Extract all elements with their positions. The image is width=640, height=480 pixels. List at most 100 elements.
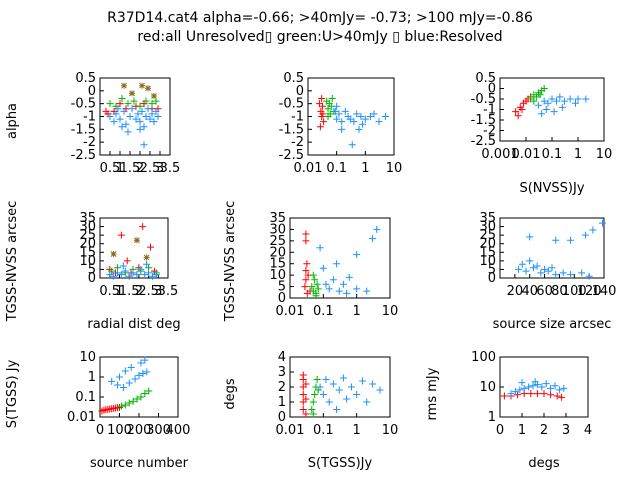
data-point — [150, 267, 158, 275]
data-point — [135, 371, 143, 379]
series-green — [527, 85, 548, 105]
data-point — [119, 383, 127, 391]
y-tick-label: 25 — [79, 228, 96, 243]
y-tick-label: -1.5 — [279, 122, 304, 137]
data-point — [361, 115, 369, 123]
data-point — [348, 383, 356, 391]
data-point — [139, 223, 147, 231]
x-tick-label: 0 — [96, 423, 104, 438]
data-point — [550, 108, 558, 116]
y-tick-label: -2.5 — [71, 148, 96, 163]
data-point — [145, 85, 151, 92]
data-point — [147, 243, 155, 251]
y-tick-label: 0 — [296, 84, 304, 99]
data-point — [129, 90, 135, 97]
data-point — [108, 267, 116, 275]
data-point — [313, 376, 321, 383]
y-tick-label: 10 — [269, 268, 286, 283]
data-point — [538, 383, 546, 391]
y-tick-label: 15 — [479, 245, 496, 260]
data-point — [333, 406, 341, 413]
y-tick-label: 30 — [79, 220, 96, 235]
y-tick-label: -1 — [483, 103, 496, 118]
series-blue — [507, 378, 568, 398]
data-point — [375, 118, 383, 126]
data-point — [122, 120, 130, 128]
y-tick-label: 3 — [278, 365, 286, 380]
data-point — [325, 285, 333, 293]
data-point — [359, 120, 367, 128]
data-point — [328, 95, 336, 103]
chart-title-line1: R37D14.cat4 alpha=-0.66; >40mJy= -0.73; … — [107, 10, 533, 26]
x-tick-label: 10 — [382, 423, 399, 438]
data-point — [110, 251, 117, 257]
x-tick-label: 0.01 — [512, 147, 541, 162]
data-point — [529, 264, 537, 272]
x-tick-label: 1.5 — [120, 161, 141, 176]
data-point — [139, 82, 145, 89]
y-tick-label: 30 — [479, 220, 496, 235]
data-point — [127, 363, 135, 371]
data-point — [542, 380, 550, 388]
y-axis-label: TGSS-NVSS arcsec — [223, 201, 238, 323]
x-tick-label: 2 — [135, 284, 143, 299]
data-point — [363, 398, 371, 406]
data-point — [118, 123, 126, 131]
data-point — [311, 276, 319, 284]
data-point — [520, 384, 528, 392]
data-point — [119, 262, 127, 270]
x-axis-label: source size arcsec — [493, 317, 612, 332]
y-tick-label: 10 — [479, 380, 496, 395]
x-tick-label: 1 — [518, 423, 526, 438]
data-point — [511, 388, 519, 396]
data-point — [335, 287, 343, 295]
data-point — [319, 110, 327, 118]
y-tick-label: 0.01 — [67, 410, 96, 425]
plot-frame — [499, 217, 605, 279]
data-point — [314, 285, 322, 293]
data-point — [560, 384, 568, 392]
y-tick-label: -1 — [291, 110, 304, 125]
series-blue — [515, 219, 607, 280]
data-point — [331, 107, 339, 115]
data-point — [309, 271, 317, 279]
data-point — [553, 97, 561, 105]
data-point — [299, 391, 307, 398]
y-axis-label: TGSS-NVSS arcsec — [5, 201, 20, 323]
y-tick-label: 0 — [488, 82, 496, 97]
x-tick-label: 0.01 — [276, 423, 305, 438]
data-point — [350, 118, 358, 126]
x-tick-label: 3.5 — [158, 284, 179, 299]
data-point — [516, 386, 524, 394]
data-point — [346, 115, 354, 123]
data-point — [132, 115, 140, 123]
data-point — [133, 395, 141, 403]
y-tick-label: 15 — [79, 245, 96, 260]
data-point — [140, 123, 148, 131]
y-tick-label: -2.5 — [471, 134, 496, 149]
y-tick-label: 5 — [488, 262, 496, 277]
series-red — [98, 403, 123, 415]
y-tick-label: 2 — [278, 380, 286, 395]
x-tick-label: 1 — [353, 423, 361, 438]
data-point — [136, 102, 144, 110]
data-point — [381, 113, 389, 120]
x-tick-label: 3 — [156, 161, 164, 176]
data-point — [366, 113, 374, 120]
data-point — [125, 272, 133, 280]
data-point — [142, 97, 150, 105]
y-axis-label: rms mJy — [425, 367, 440, 420]
data-point — [118, 95, 126, 103]
data-point — [540, 97, 548, 105]
data-point — [527, 390, 535, 398]
data-point — [130, 97, 138, 105]
series-blue — [534, 93, 590, 118]
y-axis-label: alpha — [5, 103, 20, 139]
y-tick-label: -0.5 — [279, 97, 304, 112]
data-point — [145, 387, 153, 395]
data-point — [125, 379, 133, 387]
